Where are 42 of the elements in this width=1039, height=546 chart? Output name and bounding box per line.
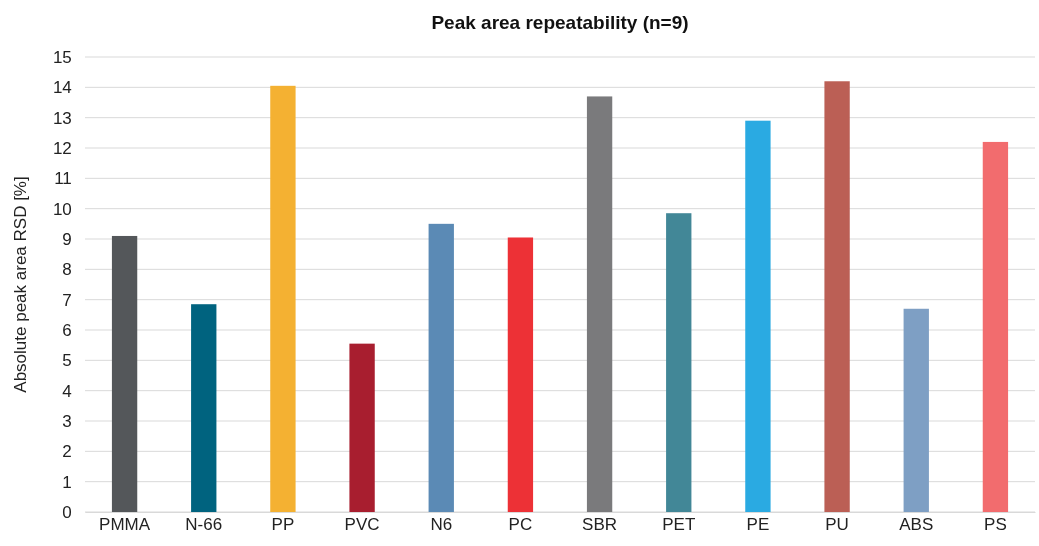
y-tick-label: 14 [52, 78, 72, 98]
bar [111, 235, 138, 512]
x-tick-label: PC [508, 515, 533, 535]
x-tick-label: PE [746, 515, 770, 535]
x-tick-label: PU [825, 515, 849, 535]
y-tick-label: 2 [62, 442, 72, 462]
y-tick-label: 11 [54, 169, 72, 189]
bar [745, 120, 771, 512]
y-tick-label: 15 [52, 47, 72, 67]
x-tick-label: PS [984, 515, 1007, 535]
bar [982, 141, 1009, 512]
bar [428, 223, 454, 512]
y-tick-label: 0 [62, 502, 72, 522]
x-tick-label: ABS [899, 515, 934, 535]
y-tick-label: 7 [62, 290, 72, 310]
y-tick-label: 13 [52, 108, 72, 128]
bar [191, 304, 217, 512]
x-tick-label: PMMA [99, 515, 151, 535]
x-tick-label: N-66 [185, 515, 223, 535]
x-tick-label: PP [271, 515, 295, 535]
x-tick-label: PVC [344, 515, 380, 535]
x-tick-label: SBR [582, 515, 618, 535]
bar [903, 308, 929, 512]
bar [349, 343, 375, 512]
y-tick-label: 3 [62, 411, 72, 431]
bar [824, 81, 850, 512]
x-tick-label: PET [662, 515, 696, 535]
y-axis-title: Absolute peak area RSD [%] [11, 176, 30, 393]
y-tick-label: 12 [52, 138, 72, 158]
y-tick-label: 6 [62, 320, 72, 340]
chart-title: Peak area repeatability (n=9) [431, 12, 689, 33]
y-tick-label: 1 [62, 472, 72, 492]
y-tick-label: 5 [62, 351, 72, 371]
x-tick-label: N6 [430, 515, 453, 535]
y-tick-label: 4 [62, 381, 72, 401]
bar [507, 237, 534, 512]
y-tick-label: 9 [62, 229, 72, 249]
y-tick-label: 8 [62, 260, 72, 280]
bar [666, 213, 692, 512]
bar [270, 85, 296, 512]
y-tick-label: 10 [52, 199, 72, 219]
bar [586, 96, 613, 512]
